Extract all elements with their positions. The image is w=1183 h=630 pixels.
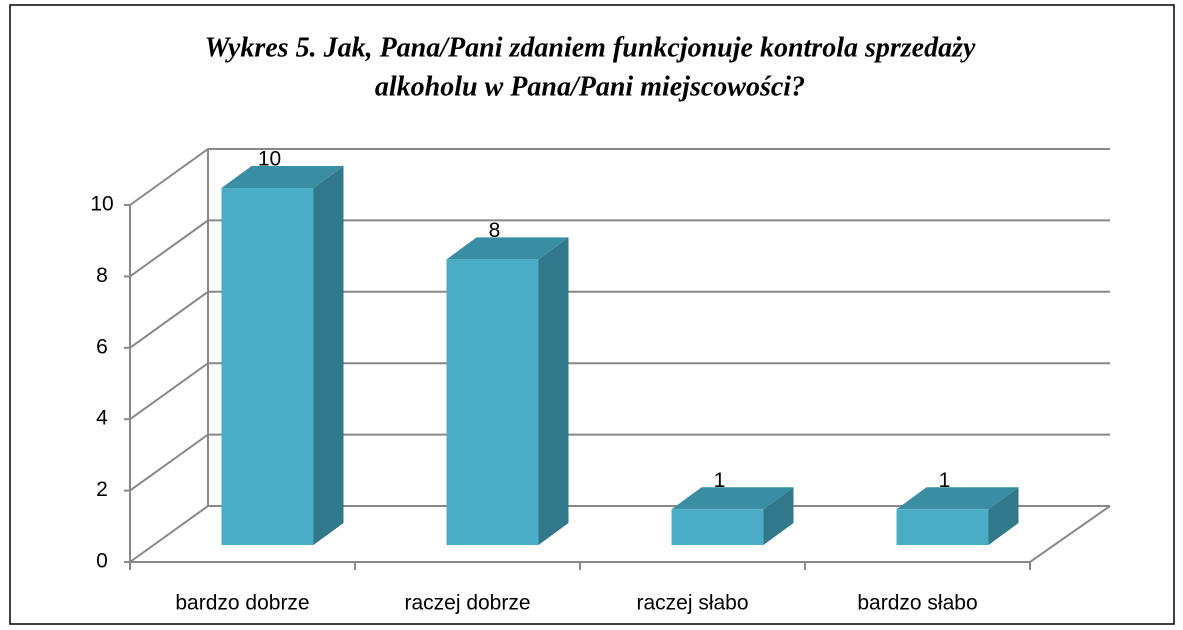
bar-top (671, 487, 794, 510)
bar-side (988, 487, 1019, 545)
x-tick-label: raczej słabo (636, 592, 748, 615)
data-label: 10 (258, 148, 281, 171)
data-label: 1 (714, 469, 726, 492)
bar (446, 259, 539, 545)
bar (221, 188, 314, 545)
data-label: 1 (939, 469, 951, 492)
bar-top (446, 237, 569, 260)
y-tick-label: 8 (96, 264, 108, 287)
y-tick-label: 0 (96, 550, 108, 573)
bar (896, 509, 989, 545)
bar-side (313, 166, 344, 545)
x-tick-label: bardzo dobrze (175, 592, 309, 615)
data-label: 8 (489, 219, 501, 242)
bar-top (221, 166, 344, 188)
bar-side (538, 237, 569, 545)
bar-top (896, 487, 1019, 510)
y-tick-label: 10 (90, 193, 113, 216)
chart-title: alkoholu w Pana/Pani miejscowości? (375, 71, 805, 102)
bar-side (763, 487, 794, 545)
y-tick-label: 6 (96, 335, 108, 358)
x-tick-label: bardzo słabo (857, 592, 977, 615)
y-tick-label: 4 (96, 407, 108, 430)
y-tick-label: 2 (96, 478, 108, 501)
x-tick-label: raczej dobrze (404, 592, 530, 615)
bar (671, 509, 764, 545)
chart-title: Wykres 5. Jak, Pana/Pani zdaniem funkcjo… (205, 32, 976, 63)
